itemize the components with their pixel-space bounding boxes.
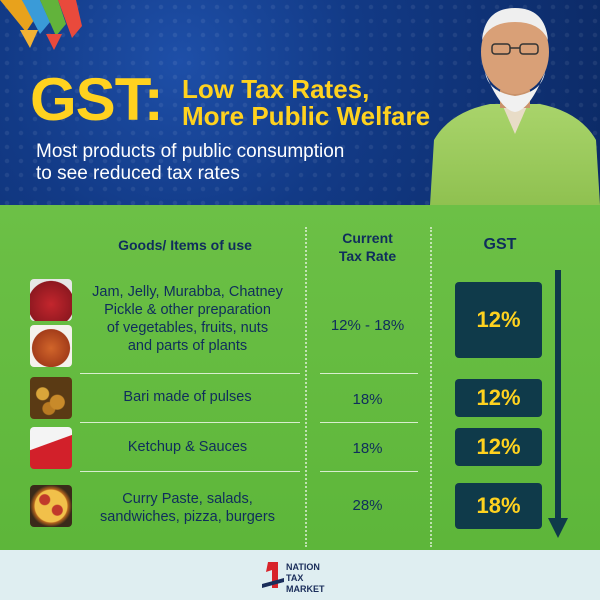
- column-header-goods: Goods/ Items of use: [118, 237, 252, 253]
- headline-line-1: Low Tax Rates,: [182, 74, 370, 104]
- column-divider: [430, 227, 432, 547]
- item-row-1-line-2: Pickle & other preparation: [104, 302, 271, 318]
- row-divider: [80, 471, 300, 472]
- row-divider: [320, 422, 418, 423]
- column-header-gst: GST: [483, 236, 517, 253]
- gst-rate-row-3: 12%: [455, 428, 542, 466]
- tagline-line-1: Most products of public consumption: [36, 141, 345, 162]
- column-header-current-line-1: Current: [342, 230, 393, 246]
- header-banner: GST: Low Tax Rates, More Public Welfare …: [0, 0, 600, 205]
- pickle-image: [30, 325, 72, 367]
- footer: NATION TAX MARKET: [0, 550, 600, 600]
- jam-jar-image: [30, 279, 72, 321]
- row-divider: [80, 373, 300, 374]
- column-header-current-rate: Current Tax Rate: [315, 229, 420, 265]
- item-row-4-line-2: sandwiches, pizza, burgers: [100, 509, 275, 525]
- brand-line-2: TAX: [286, 573, 304, 583]
- current-rate-row-2: 18%: [352, 391, 383, 408]
- headline-line-2: More Public Welfare: [182, 101, 431, 131]
- column-divider: [305, 227, 307, 547]
- ketchup-image: [30, 427, 72, 469]
- item-row-1: Jam, Jelly, Murabba, Chatney Pickle & ot…: [80, 283, 295, 355]
- comparison-table: Goods/ Items of use Current Tax Rate GST…: [0, 205, 600, 550]
- column-header-current-line-2: Tax Rate: [338, 248, 397, 264]
- corner-arrows-icon: [0, 0, 82, 50]
- brand-mark-icon: [262, 562, 284, 588]
- row-divider: [320, 373, 418, 374]
- headline: Low Tax Rates, More Public Welfare: [182, 76, 430, 130]
- row-divider: [80, 422, 300, 423]
- gst-rate-row-2: 12%: [455, 379, 542, 417]
- bari-image: [30, 377, 72, 419]
- item-row-2-line-1: Bari made of pulses: [123, 389, 252, 405]
- brand-line-3: MARKET: [286, 584, 325, 594]
- tagline-line-2: to see reduced tax rates: [36, 163, 240, 184]
- current-rate-row-3: 18%: [352, 440, 383, 457]
- down-arrow-icon: [548, 270, 568, 538]
- row-divider: [320, 471, 418, 472]
- item-row-3: Ketchup & Sauces: [80, 438, 295, 456]
- item-row-4-line-1: Curry Paste, salads,: [122, 491, 253, 507]
- gst-title: GST:: [30, 66, 164, 133]
- item-row-4: Curry Paste, salads, sandwiches, pizza, …: [80, 490, 295, 526]
- item-row-1-line-3: of vegetables, fruits, nuts: [106, 320, 269, 336]
- item-row-3-line-1: Ketchup & Sauces: [127, 439, 248, 455]
- person-portrait-icon: [430, 8, 600, 205]
- brand-logo: NATION TAX MARKET: [262, 558, 342, 594]
- item-row-2: Bari made of pulses: [80, 388, 295, 406]
- item-row-1-line-1: Jam, Jelly, Murabba, Chatney: [92, 284, 283, 300]
- gst-rate-row-4: 18%: [455, 483, 542, 529]
- current-rate-row-4: 28%: [352, 497, 383, 514]
- brand-name: NATION TAX MARKET: [286, 562, 325, 595]
- item-row-1-line-4: and parts of plants: [127, 338, 248, 354]
- tagline: Most products of public consumption to s…: [36, 141, 416, 185]
- brand-line-1: NATION: [286, 562, 320, 572]
- pizza-image: [30, 485, 72, 527]
- current-rate-row-1: 12% - 18%: [330, 317, 405, 334]
- gst-rate-row-1: 12%: [455, 282, 542, 358]
